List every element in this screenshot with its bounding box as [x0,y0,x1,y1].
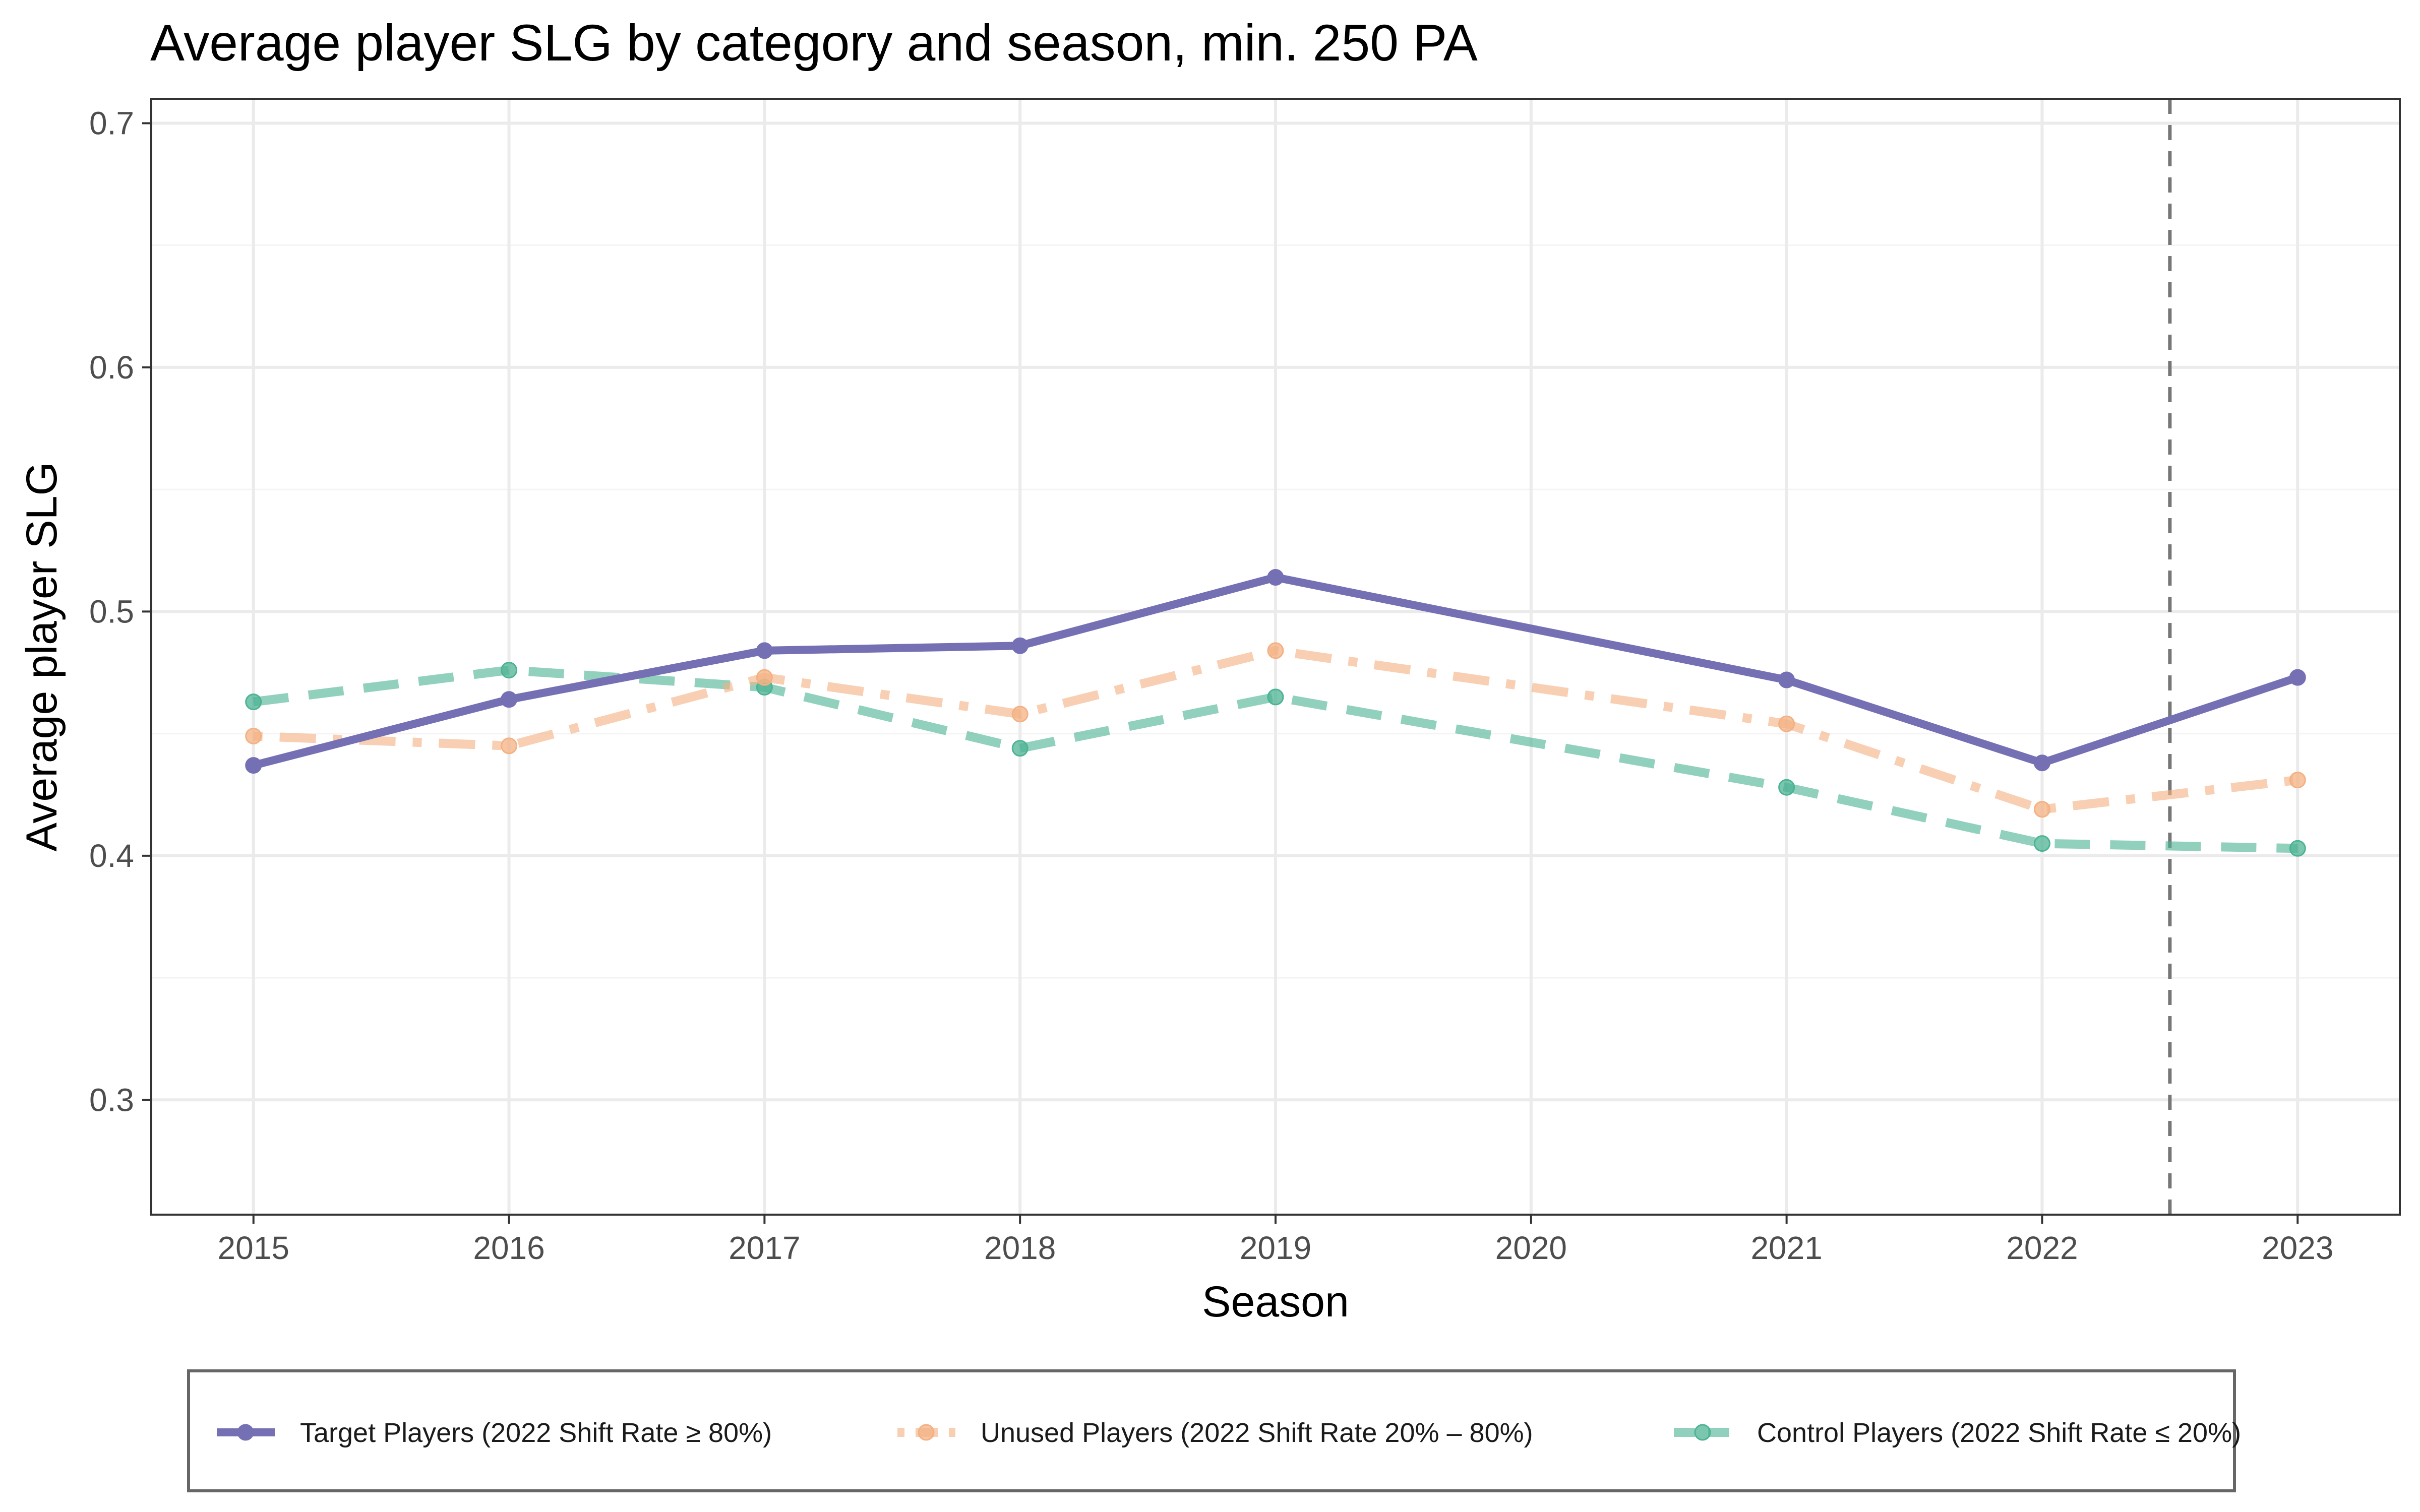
series-3 [245,662,2306,857]
x-axis-title: Season [1202,1278,1349,1326]
x-tick-label: 2020 [1495,1230,1567,1266]
x-tick-label: 2022 [2006,1230,2078,1266]
legend: Target Players (2022 Shift Rate ≥ 80%) Un… [187,1369,2241,1492]
data-point [1267,688,1284,706]
legend-item-1: Target Players (2022 Shift Rate ≥ 80%) [217,1418,772,1448]
data-point [1778,715,1795,732]
x-tick-label: 2016 [473,1230,544,1266]
y-axis: 0.3 0.4 0.5 0.6 0.7 [89,105,151,1118]
chart-title: Average player SLG by category and seaso… [150,14,1478,72]
data-point [2289,772,2306,789]
data-point [1267,642,1284,659]
data-point [501,691,518,708]
data-point [245,727,262,744]
legend-item-3: Control Players (2022 Shift Rate ≤ 20%) [1674,1418,2241,1448]
data-point [756,642,773,659]
series-line [252,573,2299,770]
data-point [501,662,518,679]
data-point [2033,835,2050,852]
y-tick-label: 0.4 [89,838,134,874]
data-point [1267,569,1284,586]
data-point [2033,754,2050,772]
series-2 [245,642,2306,818]
data-point [2289,840,2306,857]
data-point [2033,801,2050,818]
y-tick-label: 0.3 [89,1082,134,1118]
data-point [245,694,262,711]
data-point [501,737,518,754]
y-tick-label: 0.5 [89,593,134,629]
series-layer [245,569,2306,857]
data-point [1778,671,1795,688]
y-tick-label: 0.6 [89,349,134,386]
x-tick-label: 2019 [1240,1230,1311,1266]
legend-label: Unused Players (2022 Shift Rate 20% – 80… [981,1418,1533,1448]
x-tick-label: 2023 [2262,1230,2333,1266]
legend-key-point [918,1424,935,1441]
legend-label: Control Players (2022 Shift Rate ≤ 20%) [1757,1418,2241,1448]
data-point [1011,637,1028,654]
data-point [1778,779,1795,796]
x-tick-label: 2017 [729,1230,800,1266]
legend-items: Target Players (2022 Shift Rate ≥ 80%) Un… [217,1418,2241,1448]
x-tick-label: 2021 [1750,1230,1822,1266]
x-axis: 2015 2016 2017 2018 2019 2020 2021 2022 2023 [218,1215,2333,1266]
series-line [253,646,2298,814]
legend-key-point [1694,1424,1711,1441]
legend-item-2: Unused Players (2022 Shift Rate 20% – 80… [897,1418,1533,1448]
legend-key-point [237,1424,254,1441]
y-tick-label: 0.7 [89,105,134,141]
y-axis-title: Average player SLG [18,462,66,852]
series-1 [245,569,2306,774]
data-point [2289,669,2306,686]
data-point [1011,706,1028,723]
x-tick-label: 2018 [984,1230,1056,1266]
legend-box [187,1369,2236,1492]
x-tick-label: 2015 [218,1230,289,1266]
legend-label: Target Players (2022 Shift Rate ≥ 80%) [300,1418,772,1448]
series-line [253,665,2298,853]
data-point [245,757,262,774]
data-point [1011,740,1028,757]
data-point [756,669,773,686]
